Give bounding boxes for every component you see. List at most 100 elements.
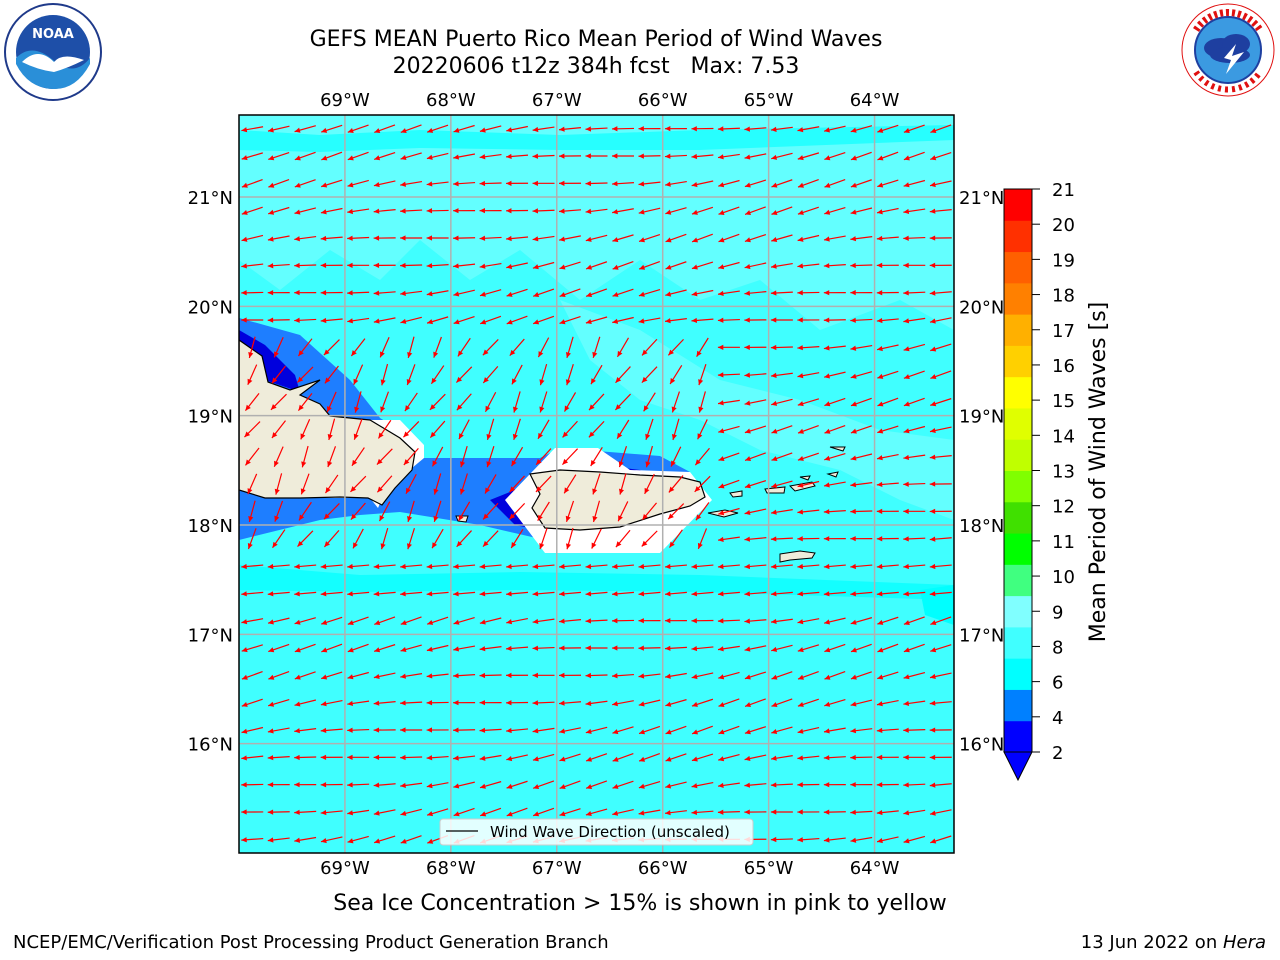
- wave-vector: [297, 530, 314, 547]
- wave-vector: [532, 618, 555, 625]
- wave-vector: [592, 500, 601, 523]
- field-higher-east: [560, 300, 954, 520]
- wave-vector: [267, 125, 290, 133]
- wave-vector: [903, 591, 926, 597]
- wave-vector: [797, 536, 820, 542]
- wave-vector: [611, 181, 634, 187]
- wave-vector: [717, 399, 740, 406]
- wave-vector: [638, 153, 661, 159]
- lon-tick-label: 68°W: [426, 90, 476, 111]
- wave-vector: [479, 180, 502, 187]
- wave-vector: [506, 153, 529, 160]
- wave-vector: [850, 508, 873, 515]
- wave-vector: [771, 452, 793, 462]
- wave-vector: [294, 563, 317, 570]
- wave-vector: [321, 616, 343, 625]
- wave-vector: [268, 151, 290, 161]
- wave-vector: [327, 446, 337, 468]
- wave-vector: [771, 698, 793, 708]
- wave-vector: [426, 591, 449, 597]
- land-jost-van-dyke: [799, 475, 811, 481]
- wave-vector: [426, 782, 449, 789]
- wave-vector: [696, 337, 709, 357]
- colorbar-tick-label: 20: [1052, 215, 1075, 236]
- wave-vector: [482, 339, 499, 356]
- wave-vector: [797, 618, 820, 625]
- wave-vector: [321, 124, 343, 133]
- wave-vector: [850, 151, 872, 161]
- wave-vector: [823, 125, 846, 133]
- wave-vector: [347, 151, 369, 161]
- colorbar-underflow-triangle: [1003, 751, 1033, 782]
- wave-vector: [354, 391, 362, 413]
- wave-vector: [353, 418, 363, 440]
- wave-vector: [406, 527, 416, 550]
- field-higher-north: [239, 115, 954, 330]
- colorbar-segment: [1004, 220, 1032, 253]
- wave-vector: [691, 180, 714, 188]
- wave-vector: [877, 397, 899, 407]
- wave-vector: [771, 152, 793, 160]
- wave-vector: [373, 835, 396, 844]
- wave-vector: [691, 698, 714, 707]
- wave-vector: [453, 315, 475, 325]
- wave-vector: [770, 290, 793, 296]
- wave-vector: [903, 700, 926, 707]
- wave-vector: [691, 317, 714, 324]
- wave-vector: [903, 536, 926, 542]
- wave-vector: [431, 528, 444, 549]
- wave-vector: [850, 344, 873, 351]
- colorbar-segments: [1004, 189, 1032, 753]
- wave-vector: [512, 418, 521, 441]
- wave-vector: [744, 726, 767, 735]
- wave-vector: [347, 727, 370, 733]
- wave-vector: [641, 502, 657, 521]
- wave-vector: [903, 809, 926, 816]
- wave-vector: [665, 289, 687, 297]
- wave-vector: [930, 370, 952, 380]
- wave-vector: [426, 124, 449, 133]
- wave-vector: [770, 618, 793, 624]
- wave-vector: [797, 563, 820, 570]
- wave-vector: [903, 835, 926, 844]
- wave-vector: [562, 448, 579, 466]
- wave-vector: [850, 809, 873, 815]
- wave-vector: [903, 179, 926, 188]
- wave-vector: [374, 124, 396, 134]
- wave-vector: [824, 397, 846, 407]
- wave-vector: [559, 261, 581, 270]
- wave-vector: [532, 700, 555, 706]
- wave-vector: [876, 563, 899, 570]
- wave-vector: [294, 617, 316, 625]
- wave-vector: [532, 645, 555, 651]
- wave-vector: [539, 363, 548, 386]
- wave-vector: [876, 290, 899, 296]
- wave-vector: [611, 563, 634, 570]
- lon-tick-label: 66°W: [638, 90, 688, 111]
- wave-vector: [877, 124, 899, 133]
- credit-right: 13 Jun 2022 on Hera: [1081, 932, 1266, 954]
- wave-vector: [294, 290, 317, 296]
- wave-vector: [453, 563, 476, 570]
- wave-vector: [645, 445, 654, 468]
- wave-vector: [248, 336, 256, 359]
- wave-vector: [611, 645, 634, 651]
- wave-vector: [479, 781, 502, 789]
- wave-vector: [691, 233, 713, 243]
- wave-vector: [400, 152, 422, 161]
- wave-vector: [638, 317, 661, 324]
- colorbar-tick-label: 16: [1052, 356, 1075, 377]
- wave-vector: [744, 754, 767, 762]
- wave-vector: [453, 153, 476, 160]
- lat-tick-label: 19°N: [188, 407, 233, 428]
- wave-vector: [400, 835, 422, 844]
- wave-vector: [347, 179, 369, 188]
- wave-vector: [347, 262, 370, 268]
- wave-vector: [667, 338, 684, 356]
- wave-vector: [320, 591, 343, 597]
- wave-vector: [850, 317, 873, 323]
- wave-vector: [744, 782, 767, 788]
- wave-vector: [274, 473, 283, 495]
- wave-vector: [903, 643, 925, 653]
- wave-vector: [400, 208, 423, 214]
